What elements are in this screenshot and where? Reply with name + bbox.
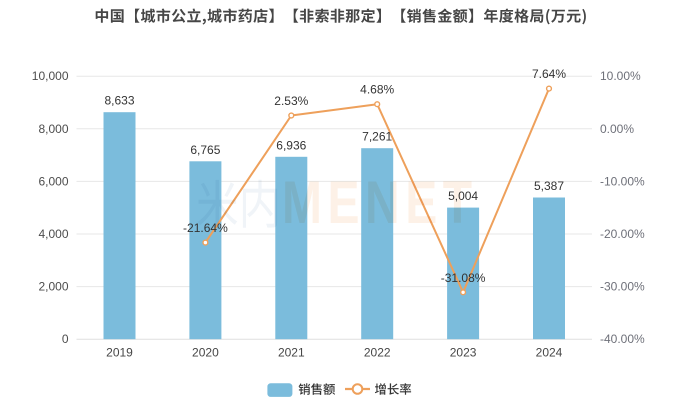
svg-text:2020: 2020: [192, 345, 219, 359]
svg-text:-21.64%: -21.64%: [183, 221, 228, 235]
svg-text:2022: 2022: [364, 345, 391, 359]
svg-text:6,936: 6,936: [276, 138, 306, 152]
svg-text:2019: 2019: [106, 345, 133, 359]
svg-text:MENET: MENET: [282, 169, 478, 236]
svg-text:-31.08%: -31.08%: [441, 271, 486, 285]
svg-text:10,000: 10,000: [32, 69, 69, 83]
svg-text:-40.00%: -40.00%: [600, 332, 645, 346]
svg-text:5,387: 5,387: [534, 179, 564, 193]
svg-text:5,004: 5,004: [448, 189, 478, 203]
svg-text:4,000: 4,000: [38, 227, 68, 241]
svg-text:2021: 2021: [278, 345, 305, 359]
svg-text:8,633: 8,633: [104, 94, 134, 108]
svg-text:-20.00%: -20.00%: [600, 227, 645, 241]
svg-text:6,000: 6,000: [38, 174, 68, 188]
svg-text:7,261: 7,261: [362, 130, 392, 144]
svg-text:4.68%: 4.68%: [360, 83, 394, 97]
svg-text:6,765: 6,765: [190, 143, 220, 157]
svg-text:0: 0: [62, 332, 69, 346]
svg-text:0.00%: 0.00%: [600, 122, 634, 136]
svg-text:2,000: 2,000: [38, 280, 68, 294]
svg-text:7.64%: 7.64%: [532, 67, 566, 81]
svg-text:2024: 2024: [536, 345, 563, 359]
svg-text:2.53%: 2.53%: [274, 94, 308, 108]
svg-text:10.00%: 10.00%: [600, 69, 641, 83]
svg-text:8,000: 8,000: [38, 122, 68, 136]
svg-text:2023: 2023: [450, 345, 477, 359]
svg-text:-10.00%: -10.00%: [600, 174, 645, 188]
svg-text:-30.00%: -30.00%: [600, 280, 645, 294]
